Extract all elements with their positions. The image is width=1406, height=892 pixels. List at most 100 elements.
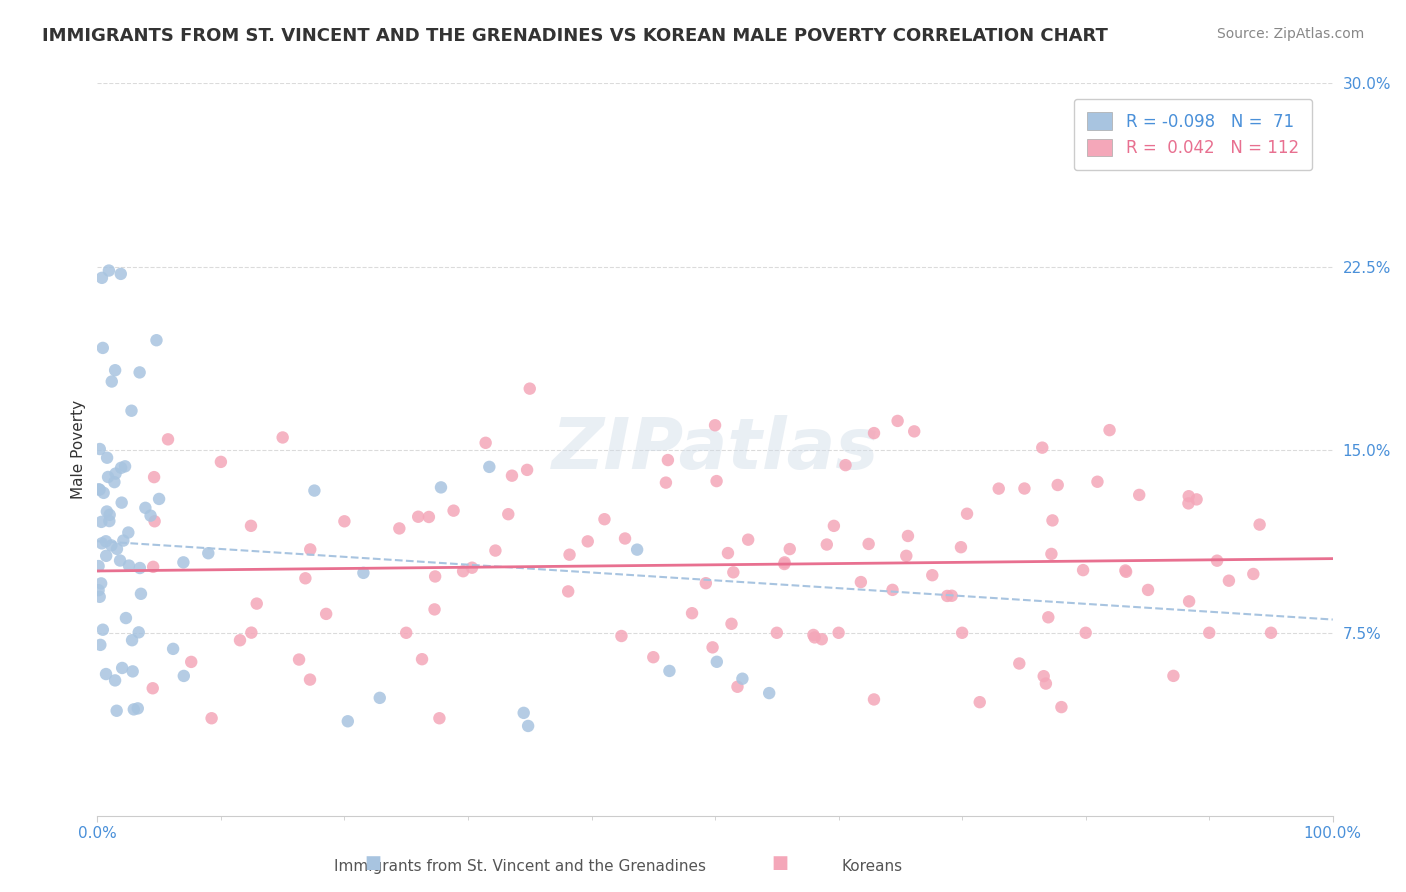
Point xyxy=(626,542,648,557)
Point xyxy=(114,459,136,474)
Point xyxy=(593,512,616,526)
Y-axis label: Male Poverty: Male Poverty xyxy=(72,401,86,500)
Point xyxy=(1071,563,1094,577)
Point xyxy=(128,365,150,379)
Point xyxy=(96,504,118,518)
Point xyxy=(969,695,991,709)
Point xyxy=(240,518,263,533)
Point xyxy=(519,382,541,396)
Point xyxy=(681,606,703,620)
Point xyxy=(921,568,943,582)
Point xyxy=(1249,517,1271,532)
Point xyxy=(430,480,453,494)
Point xyxy=(810,632,832,647)
Point xyxy=(104,363,127,377)
Point xyxy=(658,664,681,678)
Point xyxy=(97,263,120,277)
Point xyxy=(121,403,143,417)
Point xyxy=(90,270,112,285)
Point xyxy=(1198,625,1220,640)
Point xyxy=(100,375,122,389)
Point xyxy=(209,455,232,469)
Point xyxy=(657,453,679,467)
Point xyxy=(299,542,322,557)
Point xyxy=(127,701,149,715)
Point xyxy=(766,625,789,640)
Point xyxy=(863,692,886,706)
Point xyxy=(1074,625,1097,640)
Point xyxy=(886,414,908,428)
Point xyxy=(115,611,138,625)
Point xyxy=(478,459,501,474)
Point xyxy=(108,553,131,567)
Point xyxy=(498,507,520,521)
Point xyxy=(104,467,127,481)
Point xyxy=(941,589,963,603)
Point xyxy=(803,628,825,642)
Point xyxy=(100,538,122,552)
Point xyxy=(156,433,179,447)
Point xyxy=(863,426,886,441)
Point xyxy=(882,582,904,597)
Point xyxy=(695,576,717,591)
Point xyxy=(737,533,759,547)
Point xyxy=(1046,478,1069,492)
Point xyxy=(111,496,134,510)
Point xyxy=(173,669,195,683)
Point xyxy=(142,681,165,696)
Point xyxy=(98,514,121,528)
Point xyxy=(1114,564,1136,578)
Point xyxy=(706,655,728,669)
Point xyxy=(1177,489,1199,503)
Point xyxy=(706,474,728,488)
Point xyxy=(240,625,263,640)
Point xyxy=(246,597,269,611)
Point xyxy=(288,652,311,666)
Point xyxy=(139,508,162,523)
Point xyxy=(1031,441,1053,455)
Point xyxy=(950,625,973,640)
Point xyxy=(87,583,110,598)
Text: Koreans: Koreans xyxy=(841,859,903,874)
Point xyxy=(773,557,796,571)
Point xyxy=(368,690,391,705)
Point xyxy=(90,515,112,529)
Point xyxy=(849,575,872,590)
Point xyxy=(271,430,294,444)
Text: ZIPatlas: ZIPatlas xyxy=(551,415,879,484)
Point xyxy=(315,607,337,621)
Point xyxy=(704,418,727,433)
Point xyxy=(89,590,111,604)
Point xyxy=(112,533,135,548)
Point xyxy=(758,686,780,700)
Point xyxy=(121,633,143,648)
Point xyxy=(90,536,112,550)
Point xyxy=(1098,423,1121,437)
Point xyxy=(949,540,972,554)
Point xyxy=(773,555,796,569)
Point xyxy=(1185,492,1208,507)
Point xyxy=(87,559,110,574)
Point xyxy=(423,602,446,616)
Point xyxy=(987,482,1010,496)
Point xyxy=(122,702,145,716)
Point xyxy=(501,468,523,483)
Point xyxy=(110,267,132,281)
Point xyxy=(451,564,474,578)
Point xyxy=(352,566,374,580)
Point xyxy=(823,519,845,533)
Point xyxy=(1218,574,1240,588)
Point xyxy=(98,508,121,522)
Point xyxy=(201,711,224,725)
Point xyxy=(720,616,742,631)
Point xyxy=(121,665,143,679)
Point xyxy=(388,521,411,535)
Point xyxy=(558,548,581,562)
Point xyxy=(484,543,506,558)
Point xyxy=(956,507,979,521)
Point xyxy=(512,706,534,720)
Point xyxy=(94,534,117,549)
Point xyxy=(1163,669,1185,683)
Point xyxy=(128,625,150,640)
Point xyxy=(229,633,252,648)
